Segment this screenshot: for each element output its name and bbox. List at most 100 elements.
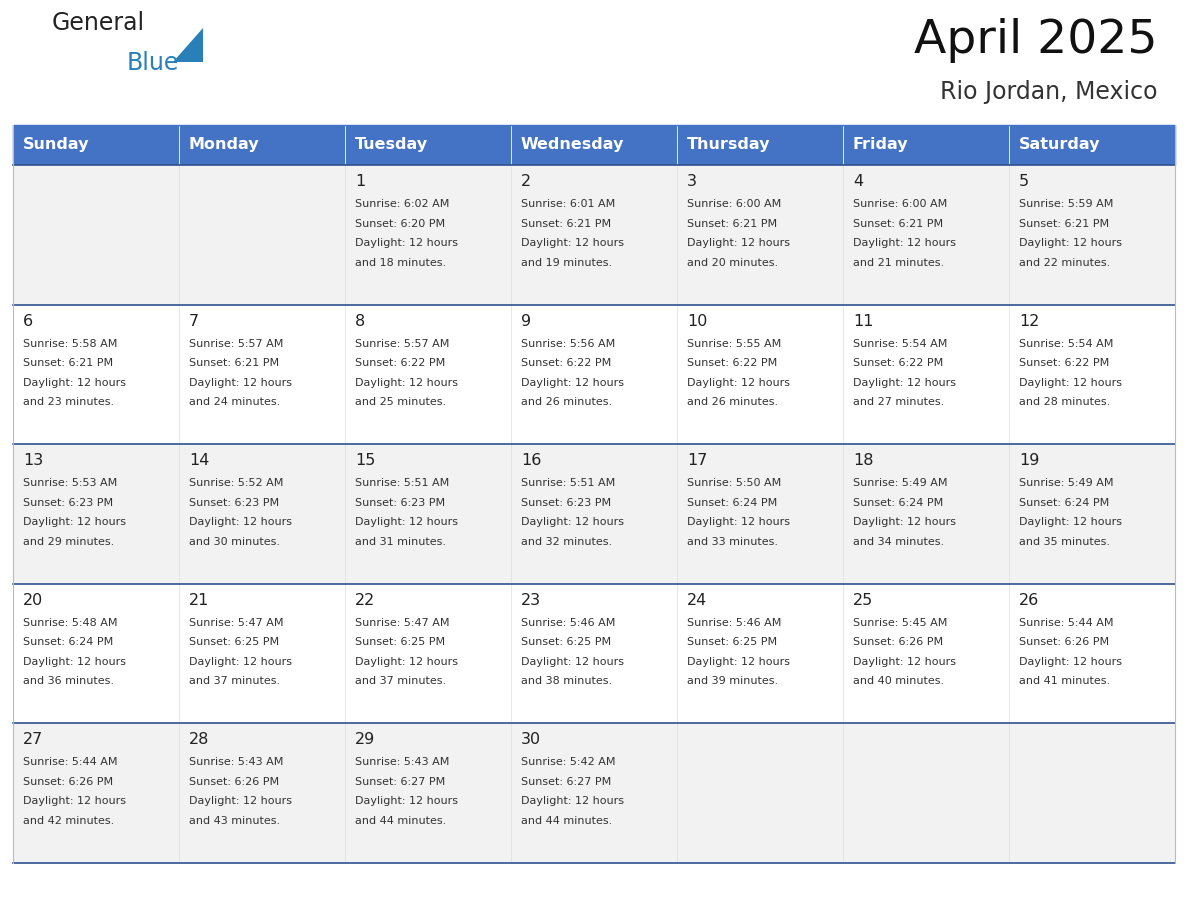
Text: Sunset: 6:27 PM: Sunset: 6:27 PM (522, 777, 612, 787)
Bar (13, 444, 1175, 584)
Text: Daylight: 12 hours: Daylight: 12 hours (23, 517, 126, 527)
Text: and 42 minutes.: and 42 minutes. (23, 816, 114, 826)
Text: Sunrise: 6:01 AM: Sunrise: 6:01 AM (522, 199, 615, 209)
Text: Sunset: 6:26 PM: Sunset: 6:26 PM (853, 637, 943, 647)
Text: 2: 2 (522, 174, 531, 189)
Text: Sunrise: 5:52 AM: Sunrise: 5:52 AM (189, 478, 284, 488)
Text: 13: 13 (23, 453, 43, 468)
Text: Daylight: 12 hours: Daylight: 12 hours (23, 797, 126, 806)
Text: Daylight: 12 hours: Daylight: 12 hours (1019, 517, 1121, 527)
Text: 25: 25 (853, 593, 873, 608)
Text: and 21 minutes.: and 21 minutes. (853, 258, 944, 267)
Text: Sunset: 6:22 PM: Sunset: 6:22 PM (853, 358, 943, 368)
Text: Sunset: 6:24 PM: Sunset: 6:24 PM (23, 637, 113, 647)
Text: and 25 minutes.: and 25 minutes. (355, 397, 447, 407)
Bar (1009, 125, 1175, 165)
Text: Daylight: 12 hours: Daylight: 12 hours (355, 517, 459, 527)
Text: Sunset: 6:23 PM: Sunset: 6:23 PM (522, 498, 611, 508)
Text: Sunrise: 5:45 AM: Sunrise: 5:45 AM (853, 618, 947, 628)
Text: and 26 minutes.: and 26 minutes. (522, 397, 612, 407)
Text: Sunrise: 5:54 AM: Sunrise: 5:54 AM (853, 339, 947, 349)
Text: Daylight: 12 hours: Daylight: 12 hours (522, 238, 624, 248)
Text: Daylight: 12 hours: Daylight: 12 hours (1019, 377, 1121, 387)
Text: Daylight: 12 hours: Daylight: 12 hours (189, 797, 292, 806)
Text: Sunset: 6:25 PM: Sunset: 6:25 PM (189, 637, 279, 647)
Text: and 30 minutes.: and 30 minutes. (189, 537, 280, 547)
Text: Wednesday: Wednesday (522, 138, 625, 152)
Text: Sunset: 6:20 PM: Sunset: 6:20 PM (355, 218, 446, 229)
Text: 7: 7 (189, 314, 200, 329)
Bar (13, 125, 179, 165)
Text: and 37 minutes.: and 37 minutes. (355, 677, 447, 687)
Text: 28: 28 (189, 733, 209, 747)
Text: Sunrise: 5:48 AM: Sunrise: 5:48 AM (23, 618, 118, 628)
Text: Sunset: 6:24 PM: Sunset: 6:24 PM (687, 498, 777, 508)
Text: and 29 minutes.: and 29 minutes. (23, 537, 114, 547)
Text: Daylight: 12 hours: Daylight: 12 hours (355, 238, 459, 248)
Text: and 39 minutes.: and 39 minutes. (687, 677, 778, 687)
Text: and 28 minutes.: and 28 minutes. (1019, 397, 1111, 407)
Text: Sunset: 6:24 PM: Sunset: 6:24 PM (1019, 498, 1110, 508)
Text: Sunrise: 5:46 AM: Sunrise: 5:46 AM (687, 618, 782, 628)
Text: Sunrise: 6:02 AM: Sunrise: 6:02 AM (355, 199, 449, 209)
Text: Sunrise: 5:46 AM: Sunrise: 5:46 AM (522, 618, 615, 628)
Text: Sunset: 6:25 PM: Sunset: 6:25 PM (522, 637, 611, 647)
Text: Sunset: 6:25 PM: Sunset: 6:25 PM (355, 637, 446, 647)
Text: Sunset: 6:27 PM: Sunset: 6:27 PM (355, 777, 446, 787)
Text: April 2025: April 2025 (915, 18, 1158, 63)
Bar (511, 125, 677, 165)
Text: Sunset: 6:23 PM: Sunset: 6:23 PM (23, 498, 113, 508)
Text: Sunrise: 5:44 AM: Sunrise: 5:44 AM (1019, 618, 1113, 628)
Text: Sunrise: 5:43 AM: Sunrise: 5:43 AM (189, 757, 284, 767)
Text: Daylight: 12 hours: Daylight: 12 hours (355, 797, 459, 806)
Text: Sunrise: 5:53 AM: Sunrise: 5:53 AM (23, 478, 118, 488)
Text: 30: 30 (522, 733, 541, 747)
Text: Daylight: 12 hours: Daylight: 12 hours (687, 238, 790, 248)
Text: Sunrise: 5:57 AM: Sunrise: 5:57 AM (355, 339, 449, 349)
Text: and 44 minutes.: and 44 minutes. (355, 816, 447, 826)
Text: 17: 17 (687, 453, 707, 468)
Text: Sunrise: 5:57 AM: Sunrise: 5:57 AM (189, 339, 284, 349)
Text: and 44 minutes.: and 44 minutes. (522, 816, 612, 826)
Bar (13, 125, 1175, 165)
Text: Thursday: Thursday (687, 138, 771, 152)
Text: Sunrise: 5:50 AM: Sunrise: 5:50 AM (687, 478, 782, 488)
Text: Sunrise: 5:55 AM: Sunrise: 5:55 AM (687, 339, 782, 349)
Text: Sunrise: 5:44 AM: Sunrise: 5:44 AM (23, 757, 118, 767)
Text: 26: 26 (1019, 593, 1040, 608)
Text: Daylight: 12 hours: Daylight: 12 hours (23, 377, 126, 387)
Text: and 32 minutes.: and 32 minutes. (522, 537, 612, 547)
Text: and 27 minutes.: and 27 minutes. (853, 397, 944, 407)
Text: Sunrise: 5:51 AM: Sunrise: 5:51 AM (522, 478, 615, 488)
Text: 21: 21 (189, 593, 209, 608)
Text: Daylight: 12 hours: Daylight: 12 hours (522, 517, 624, 527)
Text: and 41 minutes.: and 41 minutes. (1019, 677, 1110, 687)
Text: Daylight: 12 hours: Daylight: 12 hours (687, 377, 790, 387)
Text: 3: 3 (687, 174, 697, 189)
Text: Friday: Friday (853, 138, 909, 152)
Text: Sunrise: 5:49 AM: Sunrise: 5:49 AM (853, 478, 948, 488)
Text: Monday: Monday (189, 138, 260, 152)
Text: Daylight: 12 hours: Daylight: 12 hours (355, 377, 459, 387)
Text: Daylight: 12 hours: Daylight: 12 hours (853, 517, 956, 527)
Text: 6: 6 (23, 314, 33, 329)
Text: and 26 minutes.: and 26 minutes. (687, 397, 778, 407)
Text: Sunrise: 5:47 AM: Sunrise: 5:47 AM (355, 618, 449, 628)
Text: 9: 9 (522, 314, 531, 329)
Text: Daylight: 12 hours: Daylight: 12 hours (1019, 238, 1121, 248)
Text: Sunset: 6:21 PM: Sunset: 6:21 PM (687, 218, 777, 229)
Text: Sunrise: 6:00 AM: Sunrise: 6:00 AM (687, 199, 782, 209)
Text: 20: 20 (23, 593, 43, 608)
Text: Sunday: Sunday (23, 138, 89, 152)
Text: Sunrise: 5:47 AM: Sunrise: 5:47 AM (189, 618, 284, 628)
Text: and 24 minutes.: and 24 minutes. (189, 397, 280, 407)
Text: Sunset: 6:23 PM: Sunset: 6:23 PM (355, 498, 446, 508)
Text: 18: 18 (853, 453, 873, 468)
Text: Sunrise: 6:00 AM: Sunrise: 6:00 AM (853, 199, 947, 209)
Text: Rio Jordan, Mexico: Rio Jordan, Mexico (941, 80, 1158, 104)
Text: Sunset: 6:26 PM: Sunset: 6:26 PM (189, 777, 279, 787)
Text: Sunrise: 5:54 AM: Sunrise: 5:54 AM (1019, 339, 1113, 349)
Text: 15: 15 (355, 453, 375, 468)
Text: Sunrise: 5:51 AM: Sunrise: 5:51 AM (355, 478, 449, 488)
Text: Sunset: 6:26 PM: Sunset: 6:26 PM (1019, 637, 1110, 647)
